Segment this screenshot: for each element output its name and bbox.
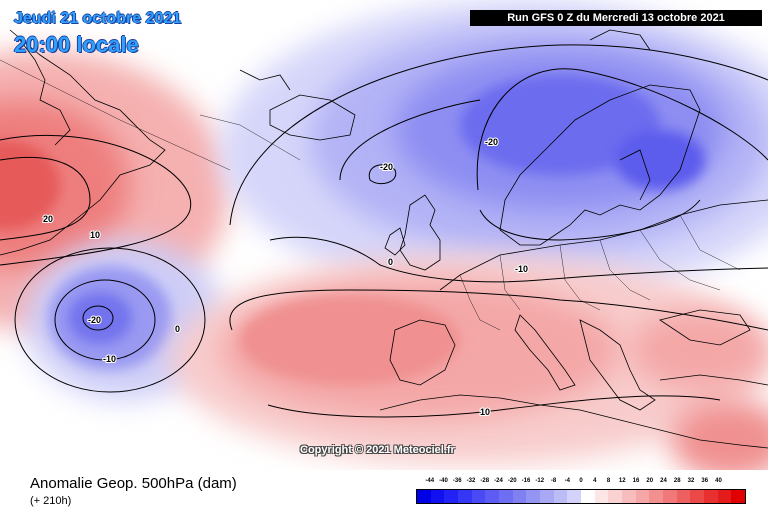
contour-label: -20 (485, 137, 498, 147)
scale-tick-label: -12 (535, 478, 545, 484)
scale-swatch (690, 490, 705, 503)
scale-tick-label: -8 (550, 478, 557, 484)
anomaly-fill (0, 0, 768, 470)
scale-tick-label: -4 (564, 478, 570, 484)
scale-swatch (663, 490, 677, 503)
scale-swatch (731, 490, 746, 503)
scale-tick-label: 24 (660, 478, 667, 484)
scale-swatch (553, 490, 568, 503)
scale-swatch (444, 490, 459, 503)
scale-swatch (417, 490, 431, 503)
scale-tick-label: 40 (715, 478, 722, 484)
scale-tick-label: 28 (673, 478, 681, 484)
anomaly-map: 20 10 0 -20 -10 0 -20 -20 -10 10 Jeudi 2… (0, 0, 768, 470)
scale-swatch (526, 490, 541, 503)
scale-tick-label: 36 (701, 478, 709, 484)
footer: Anomalie Geop. 500hPa (dam) (+ 210h) -44… (0, 470, 768, 512)
borders (0, 59, 741, 331)
scale-tick-label: -20 (507, 478, 517, 484)
scale-swatch (471, 490, 486, 503)
scale-swatch (512, 490, 527, 503)
copyright: Copyright © 2021 Meteociel.fr (300, 444, 455, 456)
contour-label: 10 (90, 230, 100, 240)
coastlines (0, 29, 768, 449)
contour-label: -20 (88, 315, 101, 325)
scale-swatch (594, 490, 609, 503)
scale-swatch (704, 490, 718, 503)
variable-title: Anomalie Geop. 500hPa (dam) (30, 475, 237, 492)
contour-labels: 20 10 0 -20 -10 0 -20 -20 -10 10 (42, 136, 529, 418)
scale-tick-label: 32 (687, 478, 695, 484)
contour-label: 10 (480, 407, 490, 417)
color-scale-labels: -44 -40 -36 -32 -28 -24 -20 -16 -12 -8 -4 0 4 8 12 16 20… (410, 478, 750, 488)
scale-tick-label: 4 (593, 478, 597, 484)
contour-label: 20 (43, 214, 53, 224)
contour-label: 0 (388, 257, 393, 267)
scale-swatch (608, 490, 623, 503)
lead-time: (+ 210h) (30, 495, 72, 507)
scale-tick-label: -16 (521, 478, 531, 484)
scale-tick-label: -40 (439, 478, 448, 484)
contour-label: 0 (175, 324, 180, 334)
scale-swatch (622, 490, 636, 503)
scale-tick-label: -24 (494, 478, 503, 484)
scale-tick-label: 16 (632, 478, 640, 484)
run-info: Run GFS 0 Z du Mercredi 13 octobre 2021 (470, 10, 762, 26)
scale-tick-label: 0 (579, 478, 583, 484)
contour-lines (0, 44, 768, 418)
scale-swatch (676, 490, 691, 503)
scale-swatch (458, 490, 472, 503)
scale-swatch (649, 490, 664, 503)
scale-tick-label: -32 (466, 478, 476, 484)
color-scale (416, 489, 746, 504)
contour-label: -10 (103, 354, 116, 364)
scale-tick-label: 8 (606, 478, 611, 484)
forecast-time: 20:00 locale (14, 32, 139, 57)
scale-swatch (567, 490, 582, 503)
scale-tick-label: -36 (452, 478, 462, 484)
scale-tick-label: -44 (425, 478, 435, 484)
scale-swatch (485, 490, 500, 503)
contour-label: -20 (380, 162, 393, 172)
scale-swatch (540, 490, 554, 503)
scale-tick-label: 12 (618, 478, 626, 484)
scale-swatch (430, 490, 445, 503)
contour-label: -10 (515, 264, 528, 274)
map-canvas: 20 10 0 -20 -10 0 -20 -20 -10 10 (0, 0, 768, 470)
scale-swatch (635, 490, 650, 503)
scale-tick-label: -28 (480, 478, 490, 484)
scale-swatch (499, 490, 513, 503)
scale-swatch (717, 490, 732, 503)
forecast-date: Jeudi 21 octobre 2021 (14, 10, 182, 27)
scale-swatch (581, 490, 595, 503)
scale-tick-label: 20 (646, 478, 654, 484)
